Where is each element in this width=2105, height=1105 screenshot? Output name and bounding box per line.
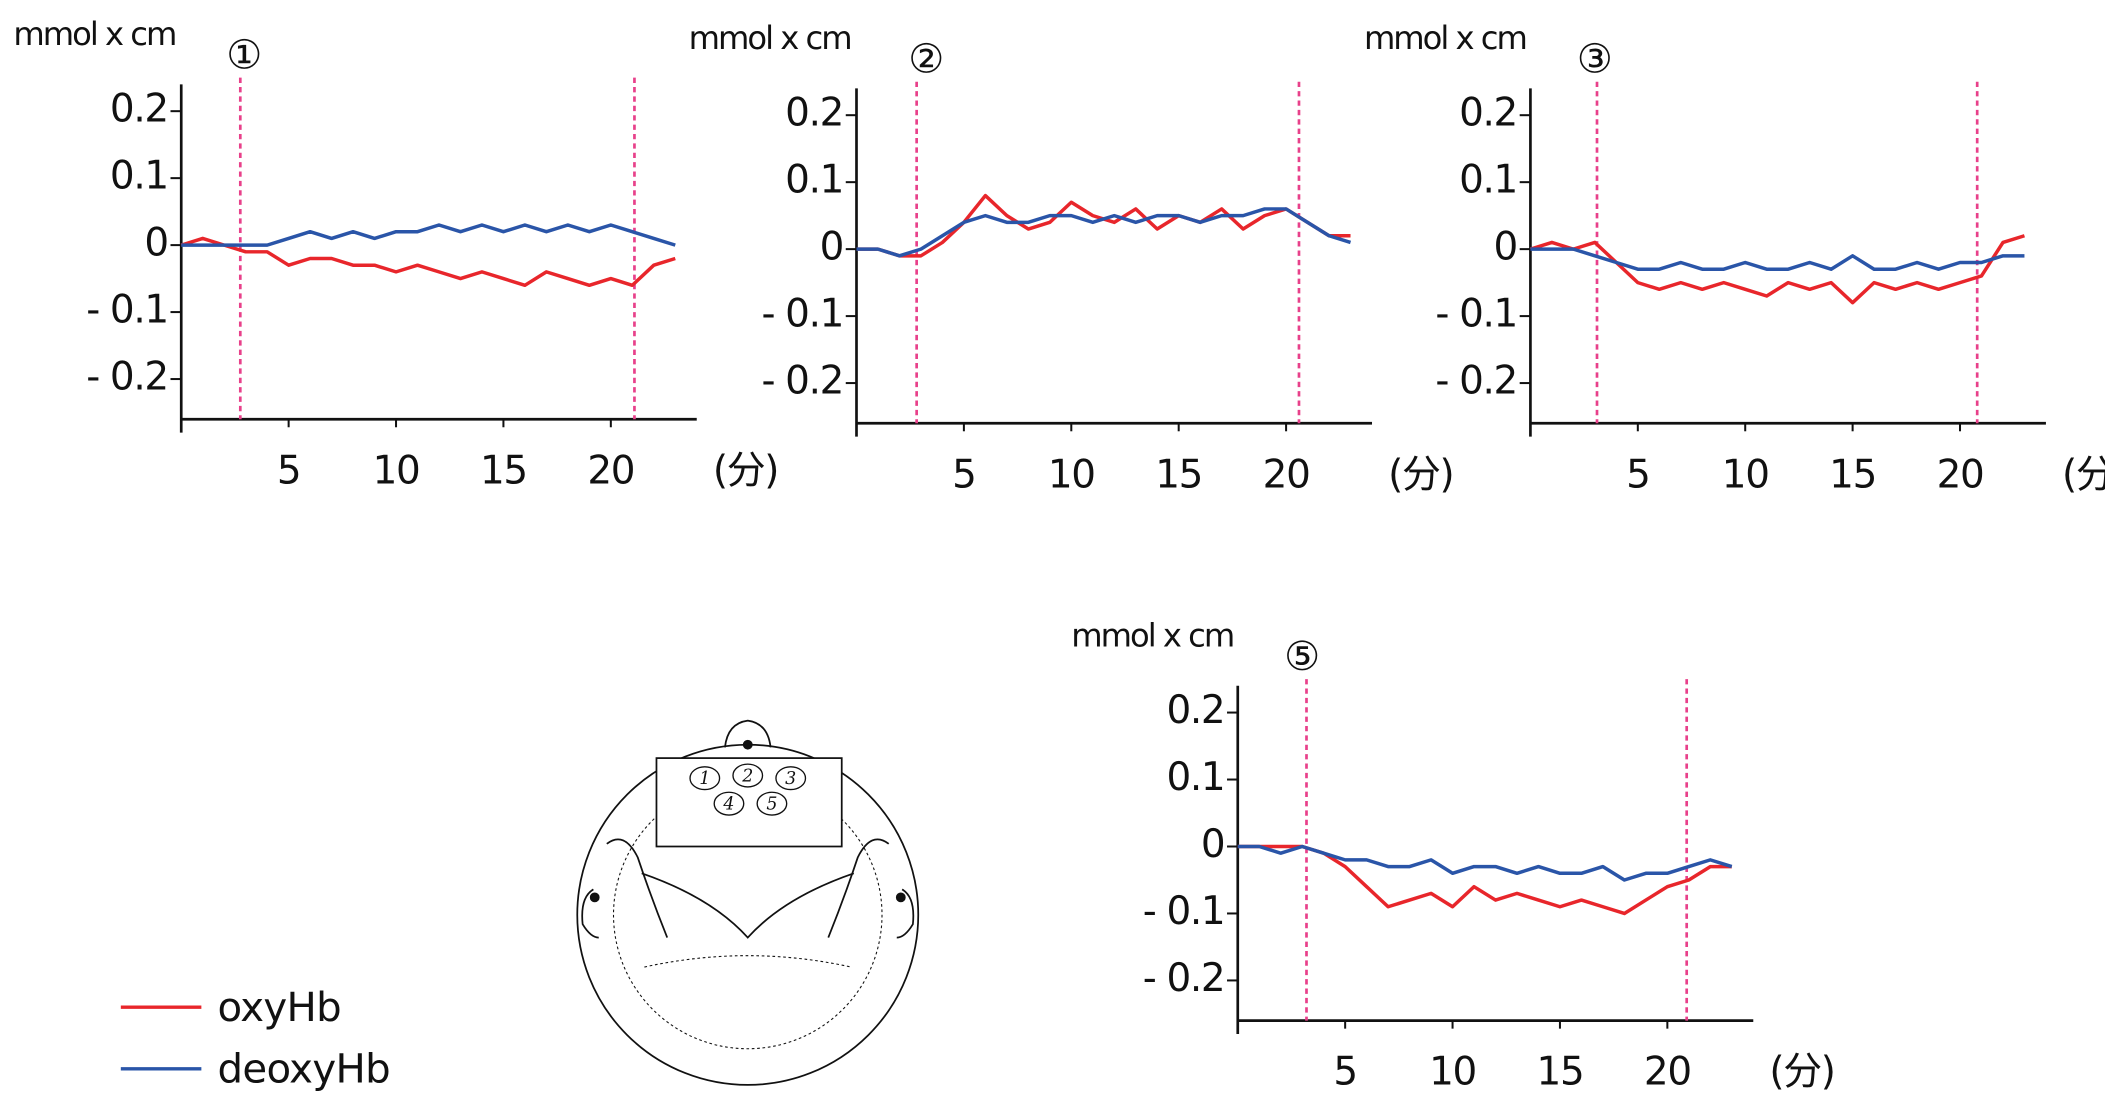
series-line xyxy=(181,223,676,247)
ear-dot xyxy=(895,892,906,903)
y-tick-label: 0.2 xyxy=(1166,688,1224,733)
nose xyxy=(724,719,772,748)
shoulder-left xyxy=(606,838,669,938)
y-tick-label: - 0.1 xyxy=(761,292,843,337)
panel-label: ② xyxy=(908,37,944,83)
x-tick-label: 15 xyxy=(1537,1050,1584,1095)
y-tick-label: 0 xyxy=(820,225,843,270)
legend-label: deoxyHb xyxy=(217,1047,390,1093)
series-line xyxy=(1529,234,2025,305)
y-tick-label: - 0.2 xyxy=(1143,956,1225,1001)
y-tick-label: 0.1 xyxy=(785,158,843,203)
y-tick-label: - 0.1 xyxy=(86,288,168,333)
x-tick-label: 20 xyxy=(1937,452,1984,497)
y-tick-label: - 0.1 xyxy=(1143,889,1225,934)
probe xyxy=(756,791,788,816)
panel-label: ① xyxy=(226,33,262,79)
chart: mmol x cm ① 0.2 0.1 0 - 0.1 - 0.2 5 10 15 20 (分) xyxy=(13,15,779,493)
x-tick-label: 15 xyxy=(1829,452,1876,497)
series-line xyxy=(1530,247,2025,271)
hairline xyxy=(641,872,855,939)
series-line xyxy=(856,207,1352,258)
y-tick-label: 0 xyxy=(1494,225,1517,270)
ear-left xyxy=(581,888,599,939)
dashed-circle xyxy=(612,780,883,1050)
y-tick-label: - 0.1 xyxy=(1435,292,1517,337)
x-unit-label: (分) xyxy=(1388,452,1453,497)
probe xyxy=(775,766,807,791)
probe-label: 4 xyxy=(722,794,734,814)
series-line xyxy=(856,193,1351,258)
x-tick-label: 20 xyxy=(1644,1050,1691,1095)
chart: mmol x cm ② 0.2 0.1 0 - 0.1 - 0.2 5 10 15 20 (分) xyxy=(689,19,1455,497)
probe-label: 2 xyxy=(741,766,753,786)
head-diagram xyxy=(576,719,920,1086)
panel-label: ③ xyxy=(1577,37,1613,83)
x-tick-label: 15 xyxy=(1155,452,1202,497)
y-axis-label: mmol x cm xyxy=(13,15,175,53)
chart: mmol x cm ⑤ 0.2 0.1 0 - 0.1 - 0.2 5 10 15 20 (分) xyxy=(1071,617,1836,1095)
ear-dot xyxy=(589,892,600,903)
probe xyxy=(689,766,721,791)
series-line xyxy=(180,236,676,288)
x-tick-label: 5 xyxy=(1626,452,1649,497)
panel-label: ⑤ xyxy=(1284,634,1320,680)
probe-label: 1 xyxy=(699,769,710,789)
x-unit-label: (分) xyxy=(1769,1050,1834,1095)
y-tick-label: - 0.2 xyxy=(1435,359,1517,404)
y-axis-label: mmol x cm xyxy=(1071,617,1233,655)
y-tick-label: 0 xyxy=(144,221,167,266)
x-tick-label: 10 xyxy=(1048,452,1095,497)
x-unit-label: (分) xyxy=(2062,452,2105,497)
legend-label: oxyHb xyxy=(217,985,341,1031)
y-axis-label: mmol x cm xyxy=(1364,19,1526,57)
probe-box xyxy=(655,757,843,848)
y-tick-label: 0.2 xyxy=(1459,91,1517,136)
x-tick-label: 15 xyxy=(480,448,527,493)
x-tick-label: 20 xyxy=(1263,452,1310,497)
x-unit-label: (分) xyxy=(713,448,778,493)
nasion xyxy=(742,739,753,750)
probe-label: 5 xyxy=(766,794,777,814)
x-tick-label: 5 xyxy=(952,452,975,497)
y-tick-label: - 0.2 xyxy=(86,355,168,400)
x-tick-label: 5 xyxy=(1333,1050,1356,1095)
probe xyxy=(732,763,764,788)
x-tick-label: 10 xyxy=(1722,452,1769,497)
x-tick-label: 5 xyxy=(277,448,300,493)
probe xyxy=(713,791,745,816)
y-tick-label: 0.1 xyxy=(1459,158,1517,203)
x-tick-label: 10 xyxy=(1429,1050,1476,1095)
y-tick-label: 0 xyxy=(1201,822,1224,867)
ear-right xyxy=(896,888,915,939)
y-tick-label: 0.2 xyxy=(110,87,168,132)
y-tick-label: 0.2 xyxy=(785,91,843,136)
y-axis-label: mmol x cm xyxy=(689,19,851,57)
y-tick-label: 0.1 xyxy=(110,154,168,199)
shoulder-right xyxy=(827,838,890,938)
y-tick-label: - 0.2 xyxy=(761,359,843,404)
probes: 1 2 3 4 5 xyxy=(689,763,807,816)
series-line xyxy=(1237,844,1733,882)
x-tick-label: 10 xyxy=(373,448,420,493)
chart: mmol x cm ③ 0.2 0.1 0 - 0.1 - 0.2 5 10 15 20 (分) xyxy=(1364,19,2105,497)
x-tick-label: 20 xyxy=(587,448,634,493)
series-line xyxy=(1237,844,1732,916)
y-tick-label: 0.1 xyxy=(1166,755,1224,800)
dashed-line xyxy=(644,955,852,968)
probe-label: 3 xyxy=(785,769,796,789)
